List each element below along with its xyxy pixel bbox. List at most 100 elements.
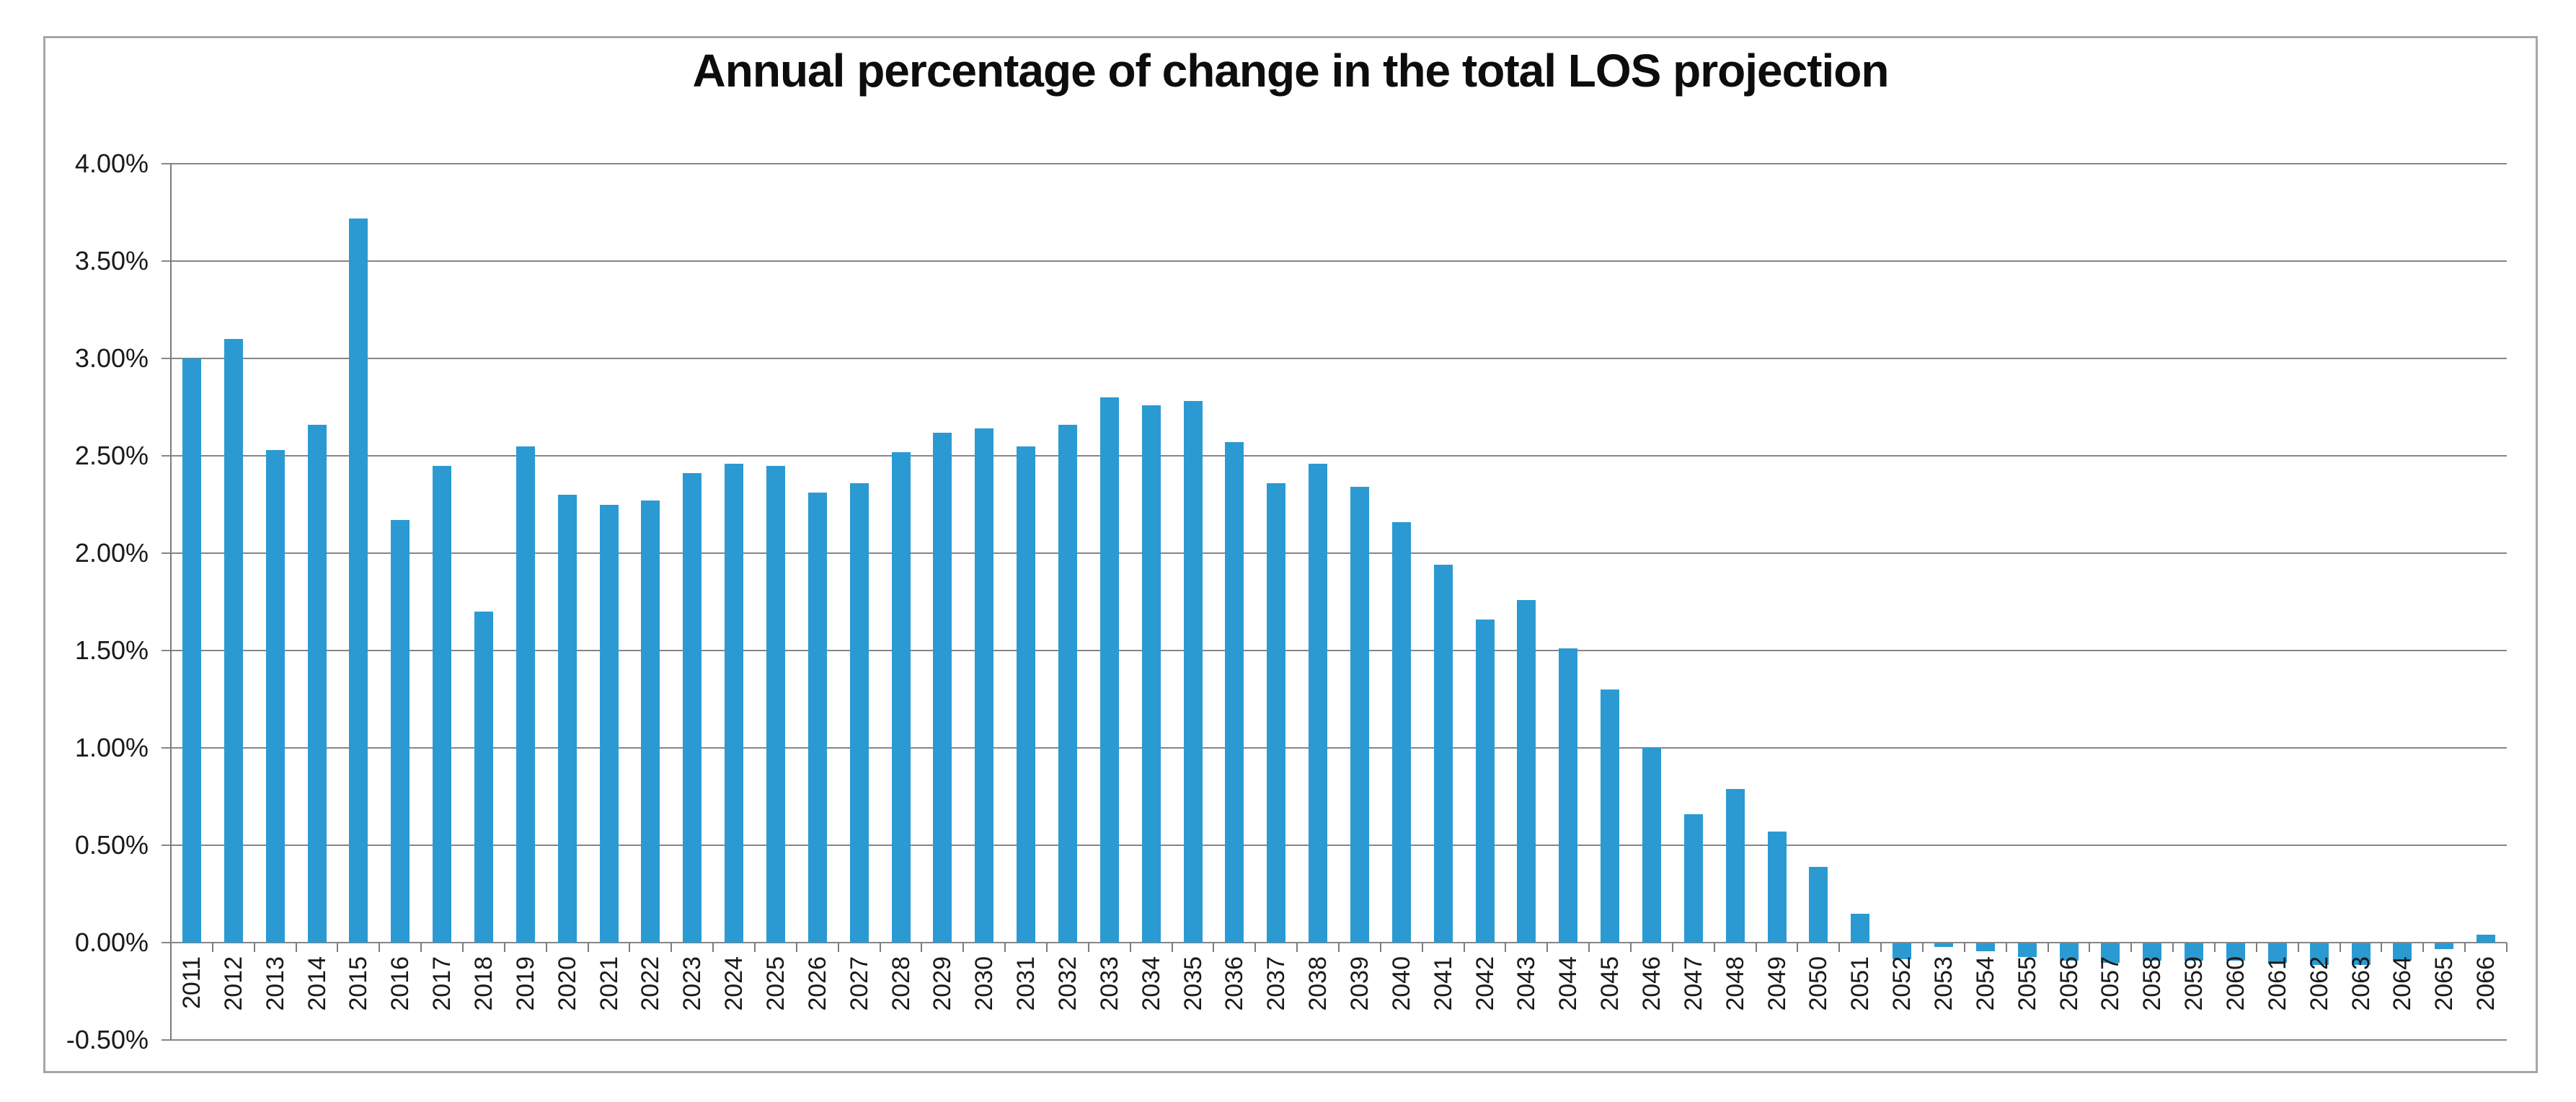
x-axis-label-2028: 2028: [887, 956, 915, 1011]
x-axis-label-2054: 2054: [1971, 956, 1999, 1011]
bar-2032: [1058, 424, 1077, 943]
x-axis-tick: [1213, 943, 1215, 952]
x-axis-label-2017: 2017: [428, 956, 456, 1011]
x-axis-tick: [337, 943, 339, 952]
x-axis-label-2040: 2040: [1387, 956, 1415, 1011]
y-axis-tick-label: 1.00%: [74, 733, 149, 762]
gridline: [161, 455, 2507, 457]
x-axis-label-2025: 2025: [761, 956, 789, 1011]
x-axis-label-2051: 2051: [1846, 956, 1875, 1011]
x-axis-tick: [1880, 943, 1882, 952]
x-axis-label-2065: 2065: [2430, 956, 2458, 1011]
gridline: [161, 845, 2507, 846]
bar-2060: [2226, 943, 2245, 961]
bar-2036: [1225, 442, 1244, 943]
bar-2040: [1391, 521, 1411, 943]
bar-2031: [1017, 446, 1036, 943]
x-axis-tick: [670, 943, 673, 952]
bar-2017: [433, 465, 452, 943]
bar-2062: [2309, 943, 2329, 965]
gridline: [161, 163, 2507, 164]
x-axis-tick: [1713, 943, 1715, 952]
bar-2038: [1309, 463, 1328, 943]
x-axis-label-2059: 2059: [2180, 956, 2208, 1011]
x-axis-tick: [1296, 943, 1298, 952]
bar-2018: [474, 612, 493, 943]
x-axis-label-2056: 2056: [2055, 956, 2083, 1011]
x-axis-label-2032: 2032: [1053, 956, 1081, 1011]
bar-2051: [1851, 913, 1870, 943]
bar-2052: [1893, 943, 1912, 959]
bar-2030: [975, 428, 994, 943]
x-axis-tick: [2005, 943, 2007, 952]
x-axis-label-2029: 2029: [929, 956, 957, 1011]
x-axis-label-2039: 2039: [1345, 956, 1373, 1011]
x-axis-tick: [2172, 943, 2174, 952]
bar-2020: [557, 495, 577, 943]
bar-2047: [1683, 814, 1703, 943]
x-axis-label-2014: 2014: [303, 956, 331, 1011]
x-axis-label-2044: 2044: [1554, 956, 1583, 1011]
x-axis-tick: [503, 943, 505, 952]
x-axis-label-2041: 2041: [1429, 956, 1457, 1011]
chart-title: Annual percentage of change in the total…: [692, 45, 1890, 97]
x-axis-label-2057: 2057: [2097, 956, 2125, 1011]
bar-2014: [307, 424, 327, 943]
x-axis-label-2034: 2034: [1137, 956, 1165, 1011]
x-axis-label-2027: 2027: [845, 956, 873, 1011]
x-axis-label-2050: 2050: [1805, 956, 1833, 1011]
x-axis-tick: [2130, 943, 2133, 952]
bar-2024: [725, 463, 744, 943]
bar-2029: [933, 432, 952, 943]
bar-2028: [891, 451, 911, 943]
x-axis-tick: [1922, 943, 1924, 952]
y-axis-tick-label: 0.00%: [74, 927, 149, 957]
x-axis-tick: [1338, 943, 1340, 952]
y-axis-tick-label: 4.00%: [74, 149, 149, 178]
bar-2011: [182, 358, 201, 943]
bar-2044: [1559, 648, 1578, 943]
x-axis-tick: [712, 943, 714, 952]
x-axis-label-2038: 2038: [1304, 956, 1332, 1011]
x-axis-label-2049: 2049: [1763, 956, 1791, 1011]
x-axis-tick: [1004, 943, 1006, 952]
x-axis-tick: [2506, 943, 2508, 952]
bar-2065: [2435, 943, 2454, 950]
bar-2049: [1767, 832, 1787, 943]
x-axis-tick: [587, 943, 589, 952]
x-axis-label-2063: 2063: [2347, 956, 2375, 1011]
x-axis-tick: [1171, 943, 1173, 952]
bar-2066: [2477, 935, 2496, 943]
x-axis-tick: [1463, 943, 1465, 952]
gridline: [161, 358, 2507, 359]
x-axis-tick: [2047, 943, 2049, 952]
x-axis-tick: [1546, 943, 1549, 952]
x-axis-tick: [1505, 943, 1507, 952]
x-axis-tick: [629, 943, 631, 952]
x-axis-tick: [1379, 943, 1381, 952]
bar-2057: [2101, 943, 2120, 963]
x-axis-label-2055: 2055: [2013, 956, 2041, 1011]
x-axis-label-2033: 2033: [1095, 956, 1123, 1011]
x-axis-tick: [2464, 943, 2466, 952]
x-axis-tick: [1755, 943, 1757, 952]
x-axis-tick: [2214, 943, 2216, 952]
x-axis-label-2031: 2031: [1012, 956, 1040, 1011]
bar-2037: [1267, 482, 1286, 943]
bar-2048: [1725, 788, 1745, 943]
x-axis-tick: [420, 943, 422, 952]
x-axis-tick: [1129, 943, 1131, 952]
x-axis-tick: [879, 943, 881, 952]
x-axis-label-2053: 2053: [1929, 956, 1957, 1011]
gridline: [161, 1039, 2507, 1041]
bar-2025: [766, 465, 785, 943]
y-axis-tick-label: 2.00%: [74, 538, 149, 568]
x-axis-tick: [1254, 943, 1257, 952]
bar-2013: [265, 449, 285, 943]
x-axis-label-2015: 2015: [345, 956, 373, 1011]
bar-2056: [2059, 943, 2079, 961]
y-axis-tick-label: 3.00%: [74, 343, 149, 373]
x-axis-label-2012: 2012: [219, 956, 247, 1011]
x-axis-tick: [795, 943, 797, 952]
x-axis-tick: [1963, 943, 1965, 952]
